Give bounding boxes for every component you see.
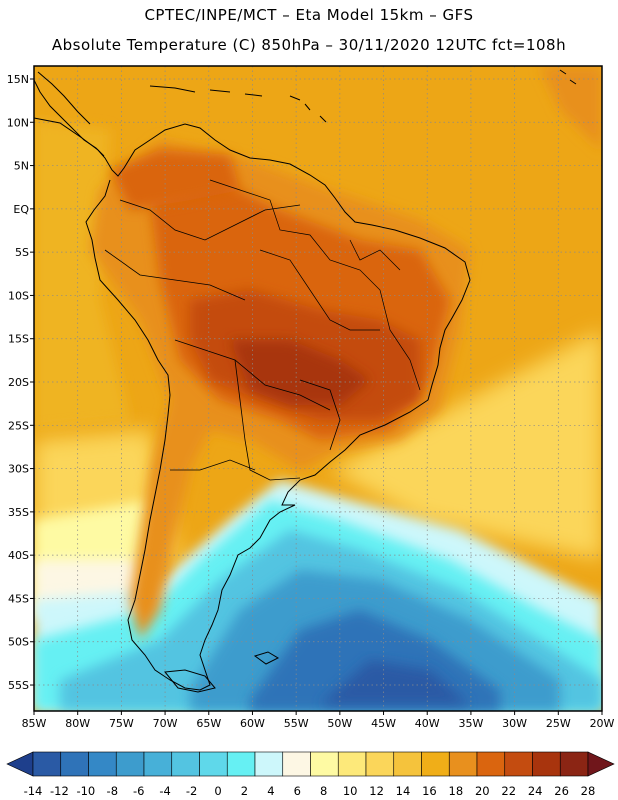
latitude-label: 50S [8, 636, 29, 649]
latitude-label: 10N [7, 116, 29, 129]
longitude-label: 50W [327, 717, 352, 730]
colorbar-swatch [504, 751, 533, 777]
colorbar-tick-label: 24 [528, 784, 543, 798]
colorbar-swatch [171, 751, 200, 777]
colorbar-swatch [32, 751, 62, 777]
colorbar-swatch [337, 751, 367, 777]
colorbar-tick-label: 14 [396, 784, 411, 798]
longitude-label: 60W [240, 717, 265, 730]
colorbar-swatch [226, 751, 256, 777]
longitude-label: 20W [590, 717, 615, 730]
latitude-label: 35S [8, 506, 29, 519]
latitude-label: EQ [13, 203, 29, 216]
latitude-label: 15N [7, 73, 29, 86]
latitude-labels: 15N 10N 5N EQ 5S 10S 15S 20S 25S 30S 35S 40S 45S 50S 5… [7, 73, 34, 692]
map-title-line-1: CPTEC/INPE/MCT – Eta Model 15km – GFS [144, 6, 474, 24]
latitude-label: 45S [8, 592, 29, 605]
colorbar-tick-label: -12 [50, 784, 69, 798]
latitude-label: 55S [8, 679, 29, 692]
colorbar-swatch [143, 751, 173, 777]
map-title-line-2: Absolute Temperature (C) 850hPa – 30/11/… [51, 36, 567, 54]
colorbar-swatch [559, 751, 589, 777]
colorbar-swatch [310, 751, 339, 777]
colorbar-swatch [421, 751, 450, 777]
colorbar-tick-label: 0 [214, 784, 221, 798]
colorbar-swatch [365, 751, 395, 777]
colorbar-swatch [88, 751, 117, 777]
longitude-label: 75W [109, 717, 134, 730]
colorbar-tick-label: 4 [267, 784, 274, 798]
latitude-label: 15S [8, 333, 29, 346]
colorbar-tick-label: 10 [343, 784, 358, 798]
coastlines [34, 69, 577, 693]
colorbar-tick-label: 2 [241, 784, 248, 798]
colorbar-min-arrow [6, 751, 34, 777]
colorbar-tick-label: -6 [133, 784, 144, 798]
latitude-label: 5S [15, 246, 29, 259]
colorbar-tick-label: -4 [159, 784, 170, 798]
colorbar-tick-label: -2 [186, 784, 197, 798]
longitude-label: 30W [502, 717, 527, 730]
colorbar-swatch [448, 751, 478, 777]
latitude-label: 40S [8, 549, 29, 562]
colorbar-tick-label: 6 [294, 784, 301, 798]
longitude-label: 25W [546, 717, 571, 730]
longitude-label: 70W [153, 717, 178, 730]
colorbar-tick-label: 22 [501, 784, 516, 798]
latitude-label: 20S [8, 376, 29, 389]
colorbar-swatch [199, 751, 228, 777]
colorbar-swatch [282, 751, 311, 777]
longitude-label: 35W [458, 717, 483, 730]
map-frame [33, 65, 603, 712]
longitude-label: 85W [22, 717, 47, 730]
latitude-label: 5N [14, 160, 29, 173]
colorbar-tick-label: 28 [581, 784, 596, 798]
colorbar-tick-label: 26 [554, 784, 569, 798]
colorbar-tick-label: -8 [107, 784, 118, 798]
longitude-label: 65W [196, 717, 221, 730]
latitude-label: 10S [8, 289, 29, 302]
longitude-label: 80W [65, 717, 90, 730]
colorbar-tick-label: 8 [320, 784, 327, 798]
latitude-label: 30S [8, 463, 29, 476]
colorbar-tick-label: 20 [475, 784, 490, 798]
colorbar-max-arrow [587, 751, 615, 777]
colorbar-tick-label: 12 [369, 784, 384, 798]
colorbar-swatch [393, 751, 422, 777]
colorbar-swatch [254, 751, 284, 777]
latitude-label: 25S [8, 419, 29, 432]
colorbar-tick-label: -10 [76, 784, 95, 798]
map-graticule [33, 66, 603, 711]
colorbar-swatch [115, 751, 145, 777]
longitude-label: 55W [284, 717, 309, 730]
colorbar-swatch [532, 751, 561, 777]
longitude-label: 40W [415, 717, 440, 730]
temperature-field [34, 66, 602, 711]
colorbar-tick-label: -14 [24, 784, 43, 798]
colorbar-swatch [60, 751, 89, 777]
longitude-labels: 85W 80W 75W 70W 65W 60W 55W 50W 45W 40W 35W 30W 25W 2… [22, 711, 615, 730]
colorbar-tick-label: 18 [449, 784, 464, 798]
colorbar: -14 -12 -10 -8 -6 -4 -2 0 2 4 6 8 10 12 14 16 18 20 22 24 26… [6, 751, 615, 798]
colorbar-tick-label: 16 [422, 784, 437, 798]
longitude-label: 45W [371, 717, 396, 730]
colorbar-swatch [476, 751, 506, 777]
